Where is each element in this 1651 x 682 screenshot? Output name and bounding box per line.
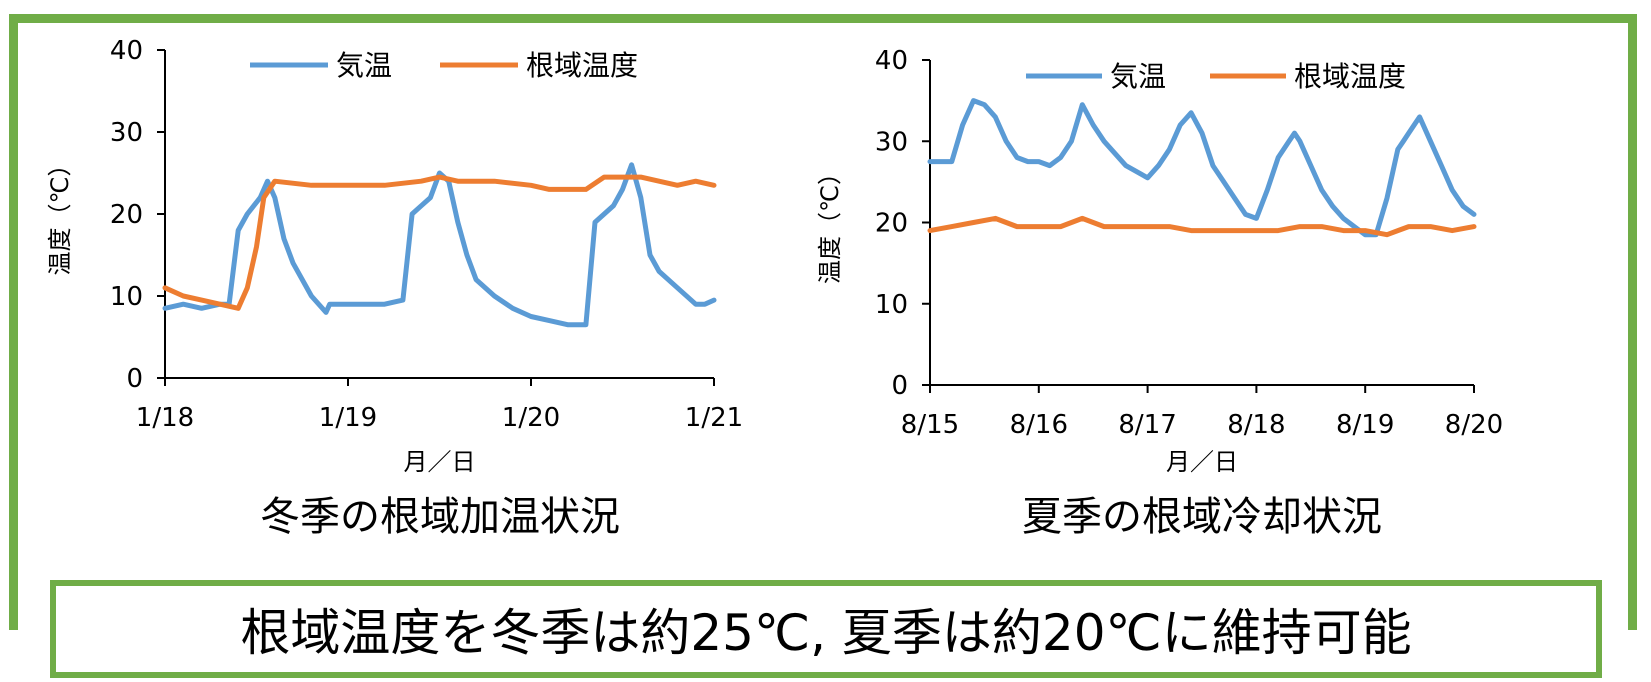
winter-y-tick-label: 20 <box>110 200 143 230</box>
summer-series-line-root <box>927 215 1477 238</box>
summer-chart: 0 10 20 30 40 8/15 8/16 8/17 8/18 8/19 8/20 気温 根域温… <box>816 46 1503 540</box>
winter-y-tick-label: 30 <box>110 118 143 148</box>
summer-x-tick-label: 8/20 <box>1445 410 1503 440</box>
summer-chart-title: 夏季の根域冷却状況 <box>1022 494 1382 540</box>
summer-y-ticks: 0 10 20 30 40 <box>875 46 930 401</box>
winter-x-tick-label: 1/18 <box>136 403 194 433</box>
summer-legend-label: 根域温度 <box>1294 60 1406 93</box>
summer-y-tick-label: 10 <box>875 290 908 320</box>
winter-series-line-root <box>162 174 717 311</box>
winter-y-ticks: 0 10 20 30 40 <box>110 36 165 394</box>
summer-y-tick-label: 30 <box>875 127 908 157</box>
summer-x-axis-label: 月／日 <box>1166 448 1238 476</box>
winter-legend-label: 気温 <box>336 49 392 82</box>
winter-series <box>162 162 717 328</box>
winter-x-tick-label: 1/20 <box>502 403 560 433</box>
winter-y-axis-label: 温度（℃） <box>46 153 74 276</box>
winter-x-tick-label: 1/21 <box>685 403 743 433</box>
summer-y-axis-label: 温度（℃） <box>816 161 844 284</box>
summer-legend: 気温 根域温度 <box>1026 60 1406 93</box>
summer-series <box>927 98 1477 238</box>
summer-x-tick-label: 8/19 <box>1336 410 1394 440</box>
winter-x-ticks: 1/18 1/19 1/20 1/21 <box>136 378 743 433</box>
winter-chart-title: 冬季の根域加温状況 <box>260 494 620 540</box>
winter-y-tick-label: 10 <box>110 282 143 312</box>
winter-series-line-air <box>162 162 717 328</box>
summer-x-tick-label: 8/15 <box>901 410 959 440</box>
summer-series-line-air <box>927 98 1477 238</box>
summer-y-tick-label: 40 <box>875 46 908 76</box>
summer-x-tick-label: 8/18 <box>1227 410 1285 440</box>
winter-y-tick-label: 0 <box>126 364 143 394</box>
winter-y-tick-label: 40 <box>110 36 143 66</box>
summer-legend-label: 気温 <box>1110 60 1166 93</box>
winter-x-tick-label: 1/19 <box>319 403 377 433</box>
summer-x-tick-label: 8/16 <box>1010 410 1068 440</box>
winter-legend: 気温 根域温度 <box>250 49 638 82</box>
summer-y-tick-label: 20 <box>875 209 908 239</box>
green-frame <box>9 14 1637 630</box>
summer-x-ticks: 8/15 8/16 8/17 8/18 8/19 8/20 <box>901 385 1503 440</box>
summer-y-tick-label: 0 <box>891 371 908 401</box>
summer-x-tick-label: 8/17 <box>1118 410 1176 440</box>
summary-banner: 根域温度を冬季は約25℃, 夏季は約20℃に維持可能 <box>50 580 1602 678</box>
winter-legend-label: 根域温度 <box>526 49 638 82</box>
winter-x-axis-label: 月／日 <box>404 448 476 476</box>
